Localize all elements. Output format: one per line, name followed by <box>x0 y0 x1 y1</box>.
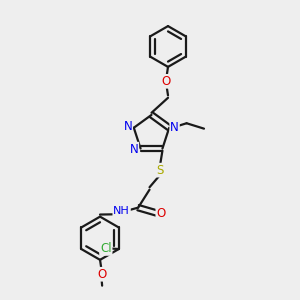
Text: NH: NH <box>113 206 130 216</box>
Text: O: O <box>97 268 106 281</box>
Text: Cl: Cl <box>100 242 112 255</box>
Text: N: N <box>170 121 179 134</box>
Text: O: O <box>156 206 166 220</box>
Text: N: N <box>130 142 138 156</box>
Text: O: O <box>162 75 171 88</box>
Text: S: S <box>156 164 164 177</box>
Text: N: N <box>123 120 132 133</box>
